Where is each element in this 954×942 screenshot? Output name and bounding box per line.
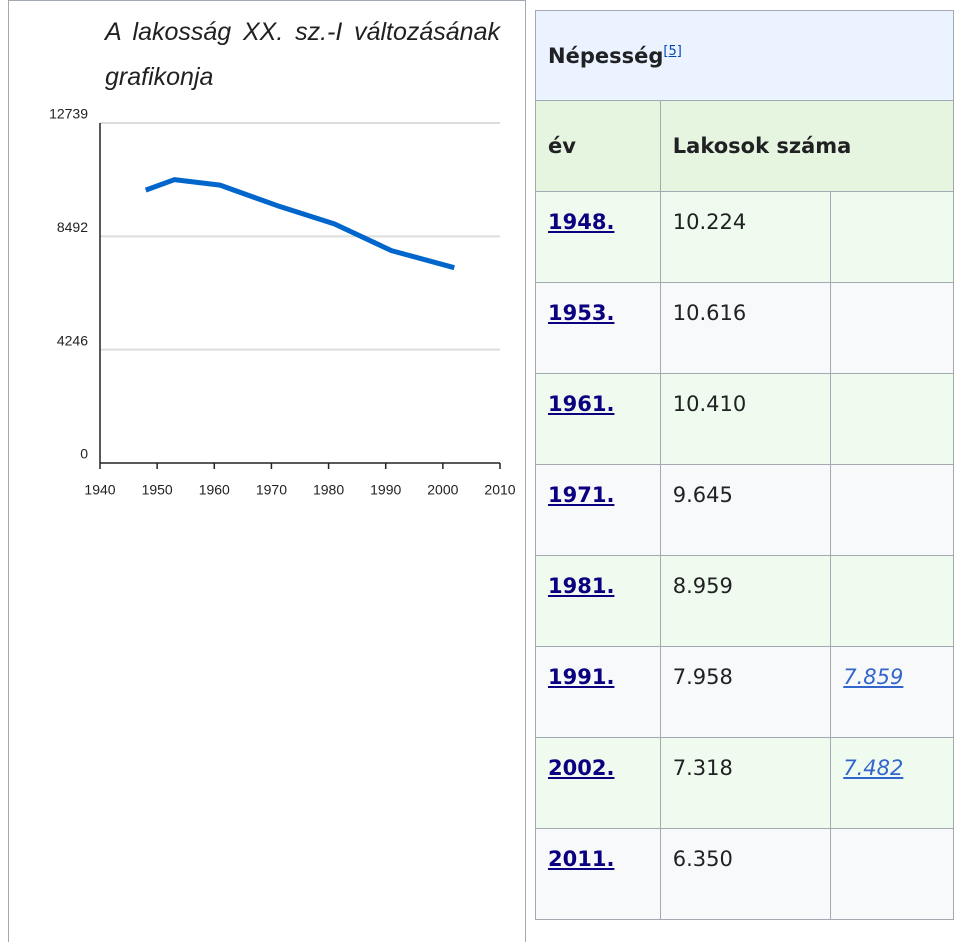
year-link[interactable]: 1971. — [548, 483, 615, 507]
year-link[interactable]: 2002. — [548, 756, 615, 780]
population-value: 7.318 — [672, 756, 733, 780]
population-table: Népesség[5] év Lakosok száma 1948. 10.224 1… — [535, 10, 954, 920]
table-cell: 1991. — [535, 646, 661, 738]
column-header: év — [535, 100, 661, 192]
population-value: 9.645 — [672, 483, 733, 507]
table-cell: 9.645 — [659, 464, 832, 556]
table-cell: 7.859 — [830, 646, 954, 738]
population-value: 10.616 — [672, 301, 747, 325]
y-tick-label: 12739 — [49, 106, 88, 122]
table-cell: 1948. — [535, 191, 661, 283]
column-header: Lakosok száma — [659, 100, 954, 192]
alt-value-link[interactable]: 7.859 — [843, 665, 904, 689]
x-tick-label: 2000 — [427, 482, 458, 498]
table-cell — [830, 464, 954, 556]
alt-value-link[interactable]: 7.482 — [843, 756, 904, 780]
table-row: 1948. 10.224 — [535, 191, 954, 283]
table-cell: 1961. — [535, 373, 661, 465]
table-cell: 2002. — [535, 737, 661, 829]
year-link[interactable]: 1948. — [548, 210, 615, 234]
x-tick-label: 2010 — [484, 482, 515, 498]
population-value: 10.410 — [672, 392, 747, 416]
table-cell — [830, 555, 954, 647]
x-tick-label: 1940 — [84, 482, 115, 498]
table-cell: 10.616 — [659, 282, 832, 374]
population-value: 7.958 — [672, 665, 733, 689]
population-value: 6.350 — [672, 847, 733, 871]
table-cell: 7.958 — [659, 646, 832, 738]
x-tick-label: 1950 — [142, 482, 173, 498]
chart-title: A lakosság XX. sz.-I változásának grafik… — [105, 18, 500, 91]
table-row: 2011. 6.350 — [535, 828, 954, 920]
table-cell: 8.959 — [659, 555, 832, 647]
table-row: 1981. 8.959 — [535, 555, 954, 647]
table-cell: 10.224 — [659, 191, 832, 283]
table-cell: 7.318 — [659, 737, 832, 829]
x-tick-label: 1970 — [256, 482, 287, 498]
table-row: 1953. 10.616 — [535, 282, 954, 374]
table-cell: 2011. — [535, 828, 661, 920]
population-value: 8.959 — [672, 574, 733, 598]
year-link[interactable]: 1953. — [548, 301, 615, 325]
reference[interactable]: [5] — [663, 43, 682, 59]
table-cell — [830, 191, 954, 283]
table-row: 1971. 9.645 — [535, 464, 954, 556]
data-line — [144, 177, 455, 271]
year-link[interactable]: 1961. — [548, 392, 615, 416]
table-cell: 6.350 — [659, 828, 832, 920]
chart: 0 4246 8492 12739 1940 1950 1960 1970 1980 1990 20… — [49, 106, 516, 498]
table-cell: 1971. — [535, 464, 661, 556]
x-tick-label: 1980 — [313, 482, 344, 498]
table-row: 1991. 7.958 7.859 — [535, 646, 954, 738]
year-link[interactable]: 2011. — [548, 847, 615, 871]
x-tick-label: 1990 — [370, 482, 401, 498]
table-header: Népesség[5] — [535, 10, 954, 101]
table-title: Népesség — [548, 43, 664, 68]
table-cell — [830, 828, 954, 920]
population-value: 10.224 — [672, 210, 747, 234]
year-link[interactable]: 1981. — [548, 574, 615, 598]
year-link[interactable]: 1991. — [548, 665, 615, 689]
table-cell: 10.410 — [659, 373, 832, 465]
table-cell: 1953. — [535, 282, 661, 374]
y-tick-label: 4246 — [57, 332, 88, 348]
table-row: 1961. 10.410 — [535, 373, 954, 465]
table-cell — [830, 282, 954, 374]
table-cell — [830, 373, 954, 465]
y-tick-label: 0 — [80, 446, 88, 462]
table-cell: 1981. — [535, 555, 661, 647]
chart-panel — [8, 0, 526, 942]
table-row: 2002. 7.318 7.482 — [535, 737, 954, 829]
y-tick-label: 8492 — [57, 219, 88, 235]
x-tick-label: 1960 — [199, 482, 230, 498]
table-cell: 7.482 — [830, 737, 954, 829]
